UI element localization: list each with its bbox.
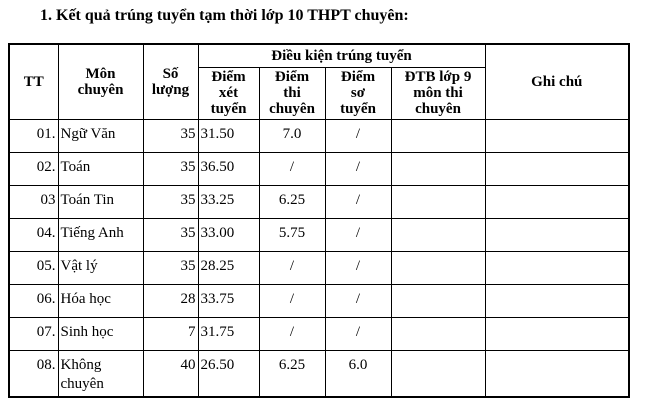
cell-so-tuyen: / <box>324 118 392 153</box>
cell-mon-chuyen: Ngữ Văn <box>57 118 144 153</box>
cell-tt: 06. <box>8 283 59 318</box>
cell-so-luong: 35 <box>142 250 199 285</box>
cell-so-tuyen: / <box>324 151 392 186</box>
cell-xet-tuyen: 26.50 <box>197 349 260 398</box>
cell-dtb <box>390 118 486 153</box>
cell-xet-tuyen: 31.75 <box>197 316 260 351</box>
cell-thi-chuyen: 6.25 <box>258 349 326 398</box>
cell-so-luong: 35 <box>142 217 199 252</box>
cell-thi-chuyen: / <box>258 250 326 285</box>
cell-tt: 04. <box>8 217 59 252</box>
table-row: 03 Toán Tin 35 33.25 6.25 / <box>8 184 630 219</box>
col-header-dieu-kien-group: Điều kiện trúng tuyển <box>197 43 486 68</box>
cell-ghi-chu <box>484 151 630 186</box>
table-row: 01. Ngữ Văn 35 31.50 7.0 / <box>8 118 630 153</box>
cell-xet-tuyen: 33.75 <box>197 283 260 318</box>
cell-ghi-chu <box>484 250 630 285</box>
cell-thi-chuyen: 5.75 <box>258 217 326 252</box>
cell-thi-chuyen: / <box>258 316 326 351</box>
cell-ghi-chu <box>484 184 630 219</box>
cell-ghi-chu <box>484 217 630 252</box>
cell-tt: 05. <box>8 250 59 285</box>
cell-dtb <box>390 349 486 398</box>
cell-xet-tuyen: 33.00 <box>197 217 260 252</box>
cell-so-luong: 7 <box>142 316 199 351</box>
table-row: 08. Không chuyên 40 26.50 6.25 6.0 <box>8 349 630 398</box>
cell-dtb <box>390 316 486 351</box>
admission-results-table: TT Môn chuyên Số lượng Điều kiện trúng t… <box>8 43 630 398</box>
table-row: 05. Vật lý 35 28.25 / / <box>8 250 630 285</box>
cell-thi-chuyen: 6.25 <box>258 184 326 219</box>
table-row: 02. Toán 35 36.50 / / <box>8 151 630 186</box>
cell-so-luong: 40 <box>142 349 199 398</box>
cell-xet-tuyen: 36.50 <box>197 151 260 186</box>
cell-xet-tuyen: 31.50 <box>197 118 260 153</box>
cell-tt: 03 <box>8 184 59 219</box>
cell-so-luong: 35 <box>142 151 199 186</box>
cell-so-luong: 35 <box>142 118 199 153</box>
page-title: 1. Kết quả trúng tuyển tạm thời lớp 10 T… <box>40 7 409 24</box>
cell-so-tuyen: / <box>324 316 392 351</box>
col-header-so-luong: Số lượng <box>142 43 199 120</box>
cell-dtb <box>390 250 486 285</box>
cell-so-tuyen: / <box>324 217 392 252</box>
cell-mon-chuyen: Tiếng Anh <box>57 217 144 252</box>
cell-mon-chuyen: Hóa học <box>57 283 144 318</box>
col-header-diem-so-tuyen: Điểm sơ tuyển <box>324 66 392 120</box>
cell-so-tuyen: / <box>324 184 392 219</box>
cell-ghi-chu <box>484 118 630 153</box>
cell-xet-tuyen: 33.25 <box>197 184 260 219</box>
col-header-diem-xet-tuyen: Điểm xét tuyển <box>197 66 260 120</box>
cell-dtb <box>390 151 486 186</box>
cell-ghi-chu <box>484 283 630 318</box>
cell-thi-chuyen: / <box>258 151 326 186</box>
cell-thi-chuyen: / <box>258 283 326 318</box>
cell-dtb <box>390 283 486 318</box>
cell-mon-chuyen: Vật lý <box>57 250 144 285</box>
cell-so-tuyen: / <box>324 250 392 285</box>
cell-so-luong: 28 <box>142 283 199 318</box>
cell-so-tuyen: 6.0 <box>324 349 392 398</box>
header-row-sub: Điểm xét tuyển Điểm thi chuyên Điểm sơ t… <box>9 66 629 120</box>
cell-mon-chuyen: Toán <box>57 151 144 186</box>
cell-so-luong: 35 <box>142 184 199 219</box>
col-header-dtb-lop9: ĐTB lớp 9 môn thi chuyên <box>390 66 486 120</box>
cell-thi-chuyen: 7.0 <box>258 118 326 153</box>
cell-tt: 02. <box>8 151 59 186</box>
col-header-mon-chuyen: Môn chuyên <box>57 43 144 120</box>
table-row: 04. Tiếng Anh 35 33.00 5.75 / <box>8 217 630 252</box>
col-header-ghi-chu: Ghi chú <box>484 43 630 120</box>
cell-mon-chuyen: Sinh học <box>57 316 144 351</box>
col-header-diem-thi-chuyen: Điểm thi chuyên <box>258 66 326 120</box>
cell-mon-chuyen: Không chuyên <box>57 349 144 398</box>
cell-tt: 01. <box>8 118 59 153</box>
cell-dtb <box>390 184 486 219</box>
cell-xet-tuyen: 28.25 <box>197 250 260 285</box>
cell-so-tuyen: / <box>324 283 392 318</box>
header-row-group: TT Môn chuyên Số lượng Điều kiện trúng t… <box>8 43 630 120</box>
cell-ghi-chu <box>484 349 630 398</box>
cell-mon-chuyen: Toán Tin <box>57 184 144 219</box>
cell-tt: 08. <box>8 349 59 398</box>
table-row: 07. Sinh học 7 31.75 / / <box>8 316 630 351</box>
col-header-tt: TT <box>8 43 59 120</box>
cell-tt: 07. <box>8 316 59 351</box>
cell-dtb <box>390 217 486 252</box>
cell-ghi-chu <box>484 316 630 351</box>
table-row: 06. Hóa học 28 33.75 / / <box>8 283 630 318</box>
